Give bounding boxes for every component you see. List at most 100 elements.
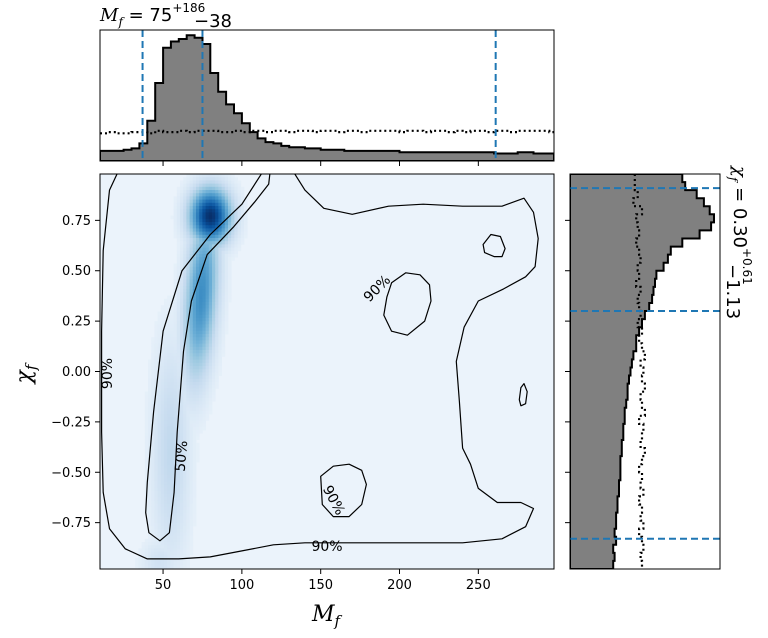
- density-cell: [196, 346, 200, 351]
- density-cell: [221, 247, 226, 252]
- density-cell: [196, 308, 200, 312]
- density-cell: [157, 452, 162, 456]
- density-cell: [180, 452, 184, 456]
- density-cell: [173, 382, 178, 386]
- density-cell: [164, 558, 168, 562]
- density-cell: [224, 228, 229, 232]
- density-cell: [151, 372, 155, 376]
- density-cell: [212, 254, 216, 258]
- density-cell: [215, 241, 219, 245]
- density-cell: [173, 423, 178, 428]
- density-cell: [228, 193, 232, 197]
- density-cell: [228, 174, 232, 178]
- density-cell: [176, 439, 181, 444]
- density-cell: [160, 356, 165, 360]
- density-cell: [167, 414, 171, 418]
- density-cell: [151, 452, 155, 456]
- density-cell: [154, 478, 158, 482]
- density-cell: [189, 458, 194, 463]
- density-cell: [144, 465, 149, 469]
- density-cell: [202, 279, 206, 284]
- density-cell: [173, 273, 178, 277]
- density-cell: [186, 532, 190, 536]
- density-cell: [186, 250, 190, 255]
- density-cell: [237, 209, 242, 213]
- density-cell: [186, 561, 190, 565]
- density-cell: [186, 385, 190, 389]
- density-cell: [183, 455, 187, 460]
- chi-marginal-histogram: [565, 173, 721, 570]
- density-cell: [199, 282, 203, 287]
- density-cell: [212, 398, 216, 402]
- density-cell: [221, 180, 226, 184]
- density-cell: [205, 343, 210, 348]
- density-cell: [196, 359, 200, 364]
- density-cell: [205, 292, 210, 296]
- density-cell: [202, 359, 206, 364]
- density-cell: [212, 257, 216, 261]
- density-cell: [196, 183, 200, 188]
- density-cell: [228, 238, 232, 242]
- density-cell: [208, 366, 213, 370]
- density-cell: [189, 388, 194, 392]
- density-cell: [176, 190, 181, 194]
- density-cell: [160, 542, 165, 546]
- density-cell: [154, 346, 158, 351]
- density-cell: [151, 548, 155, 552]
- density-cell: [176, 305, 181, 309]
- density-cell: [192, 394, 197, 399]
- density-cell: [192, 359, 197, 364]
- density-cell: [215, 314, 219, 319]
- density-cell: [151, 398, 155, 402]
- density-cell: [192, 519, 197, 524]
- density-cell: [154, 500, 158, 504]
- density-cell: [205, 324, 210, 328]
- density-cell: [154, 487, 158, 492]
- density-cell: [157, 340, 162, 344]
- density-cell: [192, 362, 197, 367]
- density-cell: [189, 442, 194, 447]
- density-cell: [170, 497, 174, 501]
- density-cell: [186, 177, 190, 181]
- density-cell: [221, 295, 226, 300]
- density-cell: [170, 334, 174, 338]
- density-cell: [212, 298, 216, 303]
- density-cell: [151, 343, 155, 348]
- density-cell: [160, 471, 165, 476]
- density-cell: [224, 174, 229, 178]
- density-cell: [196, 276, 200, 280]
- density-cell: [196, 458, 200, 463]
- density-cell: [196, 382, 200, 386]
- density-cell: [196, 266, 200, 271]
- density-cell: [212, 327, 216, 332]
- density-cell: [180, 439, 184, 444]
- density-cell: [234, 234, 238, 239]
- density-cell: [144, 398, 149, 402]
- density-cell: [192, 196, 197, 200]
- density-cell: [167, 526, 171, 530]
- density-cell: [176, 250, 181, 255]
- density-cell: [218, 353, 222, 357]
- density-cell: [186, 202, 190, 207]
- density-cell: [157, 385, 162, 389]
- density-cell: [138, 567, 142, 569]
- density-cell: [180, 356, 184, 360]
- density-cell: [196, 302, 200, 306]
- density-cell: [244, 225, 248, 229]
- density-cell: [186, 362, 190, 367]
- density-cell: [176, 286, 181, 290]
- density-cell: [154, 519, 158, 524]
- density-cell: [148, 423, 152, 428]
- density-cell: [151, 458, 155, 463]
- density-cell: [173, 442, 178, 447]
- density-cell: [173, 209, 178, 213]
- density-cell: [192, 260, 197, 264]
- density-cell: [237, 180, 242, 184]
- density-cell: [157, 462, 162, 466]
- density-cell: [192, 353, 197, 357]
- density-cell: [218, 270, 222, 274]
- density-cell: [167, 481, 171, 485]
- density-cell: [212, 206, 216, 210]
- density-cell: [215, 362, 219, 367]
- density-cell: [160, 551, 165, 556]
